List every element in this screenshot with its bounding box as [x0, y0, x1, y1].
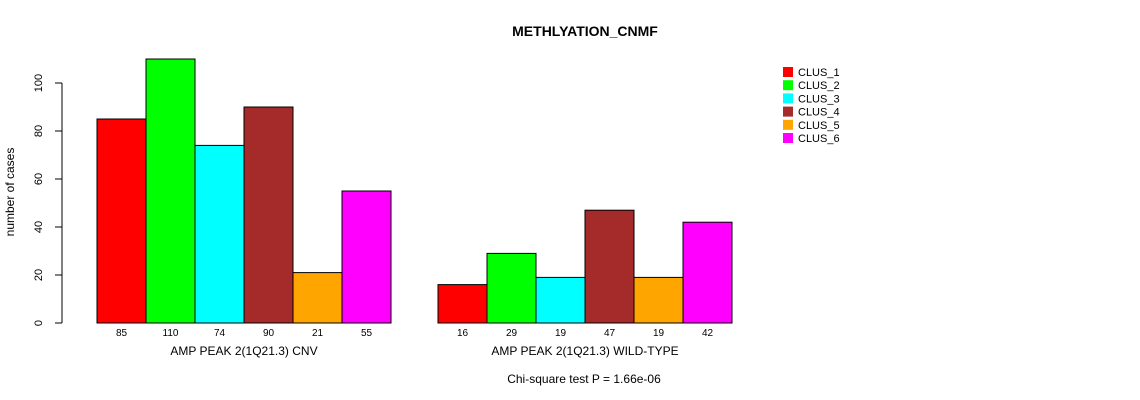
legend-label: CLUS_3	[798, 93, 840, 105]
legend-swatch-clus-4	[783, 106, 793, 117]
legend-label: CLUS_2	[798, 80, 840, 92]
bar-value-label: 21	[312, 328, 324, 339]
bar-clus-4-group-1	[243, 106, 294, 324]
legend-swatch-clus-2	[783, 80, 793, 91]
y-tick-label: 0	[33, 320, 45, 326]
legend-swatch-clus-6	[783, 133, 793, 143]
bar-value-label: 19	[555, 328, 567, 339]
y-axis-label: number of cases	[3, 148, 17, 237]
bar-clus-5-group-2	[633, 276, 684, 324]
bar-value-label: 74	[214, 328, 226, 339]
y-tick-label: 100	[33, 74, 45, 92]
bar-value-label: 29	[506, 328, 518, 339]
bar-clus-3-group-1	[194, 144, 245, 324]
bar-value-label: 85	[116, 328, 128, 339]
legend-swatch-clus-1	[783, 67, 793, 77]
bar-value-label: 16	[457, 328, 469, 339]
group-label: AMP PEAK 2(1Q21.3) CNV	[170, 344, 317, 358]
legend-label: CLUS_5	[798, 120, 840, 132]
legend-label: CLUS_6	[798, 133, 840, 145]
y-axis: 0 20 40 60 80 100	[33, 74, 63, 326]
bar-clus-6-group-1	[341, 190, 392, 324]
bar-clus-2-group-1	[145, 58, 196, 324]
bar-clus-1-group-1	[96, 118, 147, 324]
bar-value-label: 42	[702, 328, 714, 339]
bar-clus-5-group-1	[292, 272, 343, 324]
bar-value-label: 110	[163, 328, 179, 339]
bar-clus-4-group-2	[584, 209, 635, 324]
bars: 85 110 74 90 21 55 16 29 19 47 19 42	[96, 58, 733, 339]
chi-square-footer: Chi-square test P = 1.66e-06	[507, 372, 661, 386]
y-tick-label: 60	[33, 173, 45, 185]
y-tick-label: 80	[33, 125, 45, 137]
y-tick-label: 20	[33, 269, 45, 281]
legend-label: CLUS_4	[798, 107, 840, 119]
bar-value-label: 47	[604, 328, 616, 339]
group-labels: AMP PEAK 2(1Q21.3) CNV AMP PEAK 2(1Q21.3)…	[170, 344, 678, 358]
bar-clus-1-group-2	[437, 284, 488, 324]
bar-clus-3-group-2	[535, 276, 586, 324]
legend-swatch-clus-3	[783, 93, 793, 104]
chart-title: METHLYATION_CNMF	[512, 23, 658, 39]
bar-value-label: 90	[263, 328, 275, 339]
legend-label: CLUS_1	[798, 67, 840, 79]
bar-value-label: 55	[361, 328, 373, 339]
bar-clus-6-group-2	[682, 221, 733, 324]
bar-clus-2-group-2	[486, 252, 537, 324]
y-tick-label: 40	[33, 221, 45, 233]
group-label: AMP PEAK 2(1Q21.3) WILD-TYPE	[491, 344, 678, 358]
legend-swatch-clus-5	[783, 119, 793, 130]
bar-value-label: 19	[653, 328, 665, 339]
